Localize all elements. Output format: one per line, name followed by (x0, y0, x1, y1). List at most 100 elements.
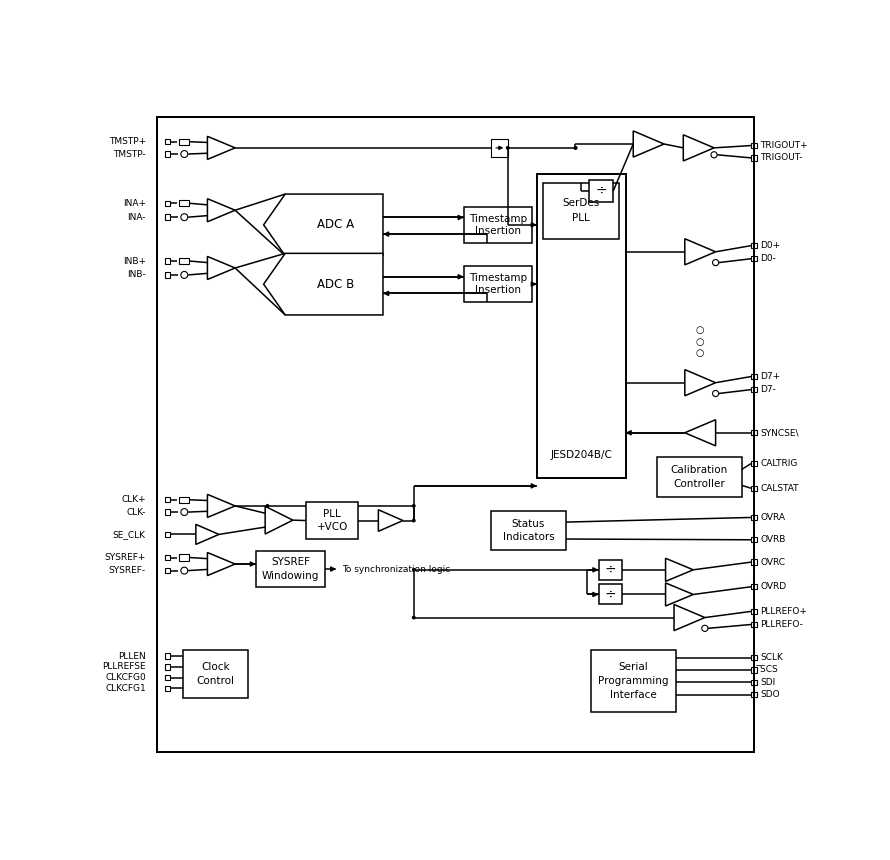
Text: PLLREFO+: PLLREFO+ (760, 607, 807, 616)
Polygon shape (684, 135, 714, 161)
Text: Control: Control (197, 676, 234, 685)
Bar (599, 585, 622, 605)
Text: Programming: Programming (598, 676, 668, 685)
Bar (179, 258, 190, 264)
Text: OVRB: OVRB (760, 535, 786, 544)
Text: PLLREFO-: PLLREFO- (760, 620, 803, 629)
Bar (165, 273, 170, 278)
Text: Clock: Clock (201, 662, 230, 672)
Bar (165, 139, 170, 144)
Circle shape (701, 625, 708, 631)
Circle shape (181, 567, 188, 574)
Bar (751, 609, 756, 614)
Text: ADC B: ADC B (317, 278, 354, 291)
Bar (165, 151, 170, 157)
Text: PLL: PLL (323, 508, 341, 519)
Bar (165, 568, 170, 574)
Bar (751, 515, 756, 520)
Bar (591, 650, 676, 711)
Text: SYSREF+: SYSREF+ (104, 553, 146, 562)
Bar (179, 555, 190, 561)
Text: CLK+: CLK+ (121, 495, 146, 504)
Circle shape (573, 146, 578, 150)
Bar (179, 497, 190, 503)
Bar (751, 667, 756, 673)
Bar (165, 509, 170, 515)
Circle shape (181, 213, 188, 221)
Bar (751, 655, 756, 660)
Text: ○: ○ (696, 337, 705, 347)
Text: SYNCSE\: SYNCSE\ (760, 428, 799, 437)
Circle shape (412, 616, 416, 619)
Text: Insertion: Insertion (474, 226, 521, 236)
Text: TRIGOUT-: TRIGOUT- (760, 153, 803, 163)
Text: CALSTAT: CALSTAT (760, 483, 799, 493)
Text: SDI: SDI (760, 678, 775, 687)
Bar (751, 430, 756, 435)
Text: Timestamp: Timestamp (469, 213, 527, 224)
Text: ÷: ÷ (604, 587, 616, 601)
Bar (165, 654, 170, 659)
Bar (588, 181, 613, 202)
Bar (179, 200, 190, 206)
Bar (543, 183, 619, 239)
Text: ÷: ÷ (604, 562, 616, 577)
Text: ○: ○ (696, 348, 705, 359)
Bar (464, 207, 531, 243)
Text: CLK-: CLK- (126, 507, 146, 517)
Polygon shape (207, 552, 235, 575)
Bar (490, 512, 566, 550)
Bar (158, 117, 754, 752)
Text: PLLREFSE: PLLREFSE (102, 662, 146, 672)
Text: JESD204B/C: JESD204B/C (550, 450, 612, 460)
Polygon shape (207, 256, 235, 280)
Circle shape (412, 504, 416, 508)
Bar (751, 679, 756, 685)
Text: +VCO: +VCO (317, 523, 348, 532)
Circle shape (506, 146, 510, 150)
Text: SCLK: SCLK (760, 653, 783, 662)
Text: Indicators: Indicators (503, 532, 554, 543)
Text: Timestamp: Timestamp (469, 273, 527, 283)
Text: CLKCFG0: CLKCFG0 (105, 673, 146, 682)
Bar (751, 538, 756, 543)
Bar (165, 258, 170, 264)
Bar (751, 155, 756, 161)
Circle shape (181, 508, 188, 515)
Text: D7-: D7- (760, 385, 776, 394)
Polygon shape (684, 239, 716, 265)
Bar (751, 143, 756, 148)
Bar (751, 387, 756, 392)
Bar (751, 243, 756, 249)
Text: ÷: ÷ (595, 184, 607, 198)
Text: D0-: D0- (760, 255, 776, 263)
Text: ̅SCS: ̅SCS (760, 666, 778, 674)
Circle shape (412, 519, 416, 523)
Polygon shape (633, 131, 664, 157)
Text: Interface: Interface (610, 690, 657, 699)
Circle shape (713, 390, 719, 396)
Text: D0+: D0+ (760, 241, 781, 250)
Polygon shape (666, 583, 693, 606)
Circle shape (573, 146, 578, 150)
Text: Status: Status (512, 519, 546, 529)
Text: Windowing: Windowing (262, 571, 320, 581)
Text: TRIGOUT+: TRIGOUT+ (760, 141, 808, 150)
Text: D7+: D7+ (760, 372, 781, 381)
Text: OVRD: OVRD (760, 582, 787, 592)
Text: CLKCFG1: CLKCFG1 (105, 684, 146, 693)
Text: Insertion: Insertion (474, 286, 521, 295)
Circle shape (711, 151, 717, 158)
Text: Controller: Controller (674, 479, 725, 489)
Text: INA+: INA+ (123, 199, 146, 208)
Text: ADC A: ADC A (317, 218, 354, 231)
Polygon shape (684, 370, 716, 396)
Text: ○: ○ (696, 325, 705, 335)
Text: SE_CLK: SE_CLK (113, 530, 146, 539)
Text: INB-: INB- (127, 270, 146, 280)
Text: PLL: PLL (572, 213, 590, 223)
Bar (165, 531, 170, 538)
Polygon shape (265, 507, 293, 534)
Text: SerDes: SerDes (562, 198, 600, 207)
Polygon shape (674, 605, 705, 630)
